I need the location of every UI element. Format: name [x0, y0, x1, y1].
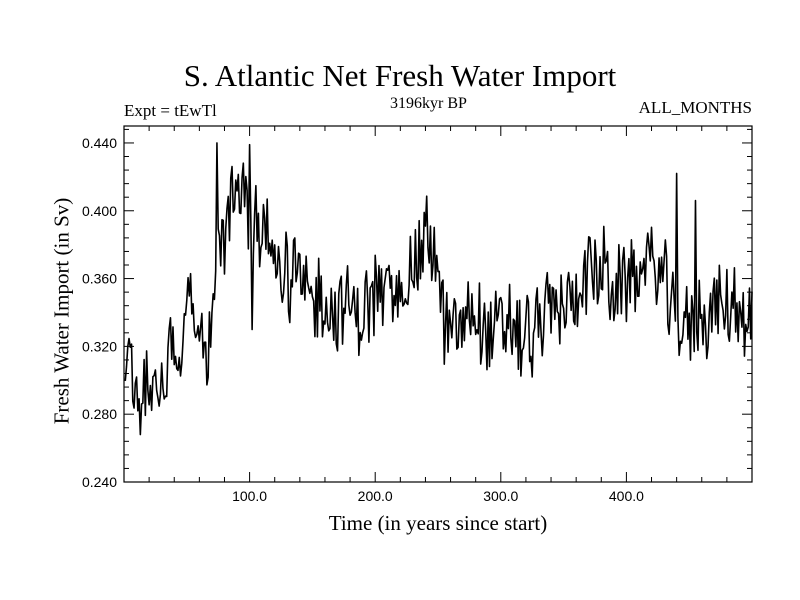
y-tick-label: 0.280: [82, 406, 117, 422]
x-tick-label: 300.0: [483, 488, 518, 504]
period-label: 3196kyr BP: [390, 95, 467, 112]
experiment-label: Expt = tEwTl: [124, 101, 217, 120]
x-tick-label: 400.0: [609, 488, 644, 504]
months-label: ALL_MONTHS: [638, 98, 752, 117]
y-tick-label: 0.320: [82, 338, 117, 354]
y-tick-label: 0.240: [82, 474, 117, 490]
x-axis-label: Time (in years since start): [328, 511, 548, 535]
x-tick-label: 200.0: [358, 488, 393, 504]
x-tick-label: 100.0: [232, 488, 267, 504]
y-tick-label: 0.400: [82, 203, 117, 219]
series-line-fresh-water-import: [124, 142, 753, 436]
y-tick-label: 0.360: [82, 271, 117, 287]
chart-title: S. Atlantic Net Fresh Water Import: [183, 58, 617, 93]
y-tick-label: 0.440: [82, 135, 117, 151]
